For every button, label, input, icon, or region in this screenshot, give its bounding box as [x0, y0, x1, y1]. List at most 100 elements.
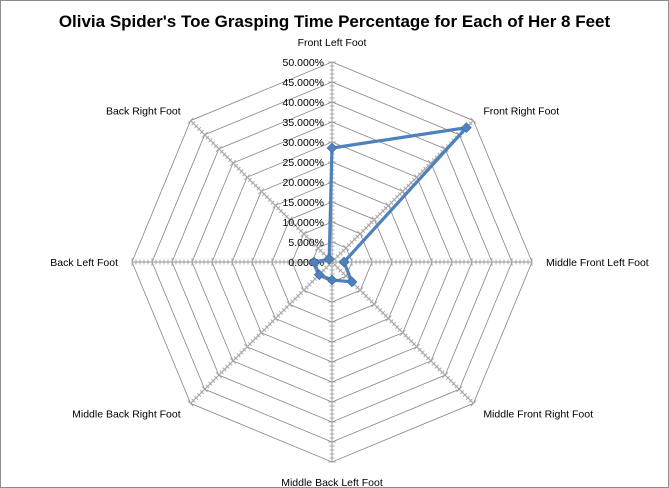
- axis-tick-mark: [222, 367, 227, 372]
- axis-tick-mark: [276, 313, 281, 318]
- axis-tick-mark: [468, 121, 473, 126]
- axis-tick-mark: [272, 315, 279, 322]
- axis-tick-mark: [247, 341, 253, 347]
- tick-label: 0.000%: [288, 257, 324, 269]
- axis-tick-mark: [205, 135, 210, 140]
- axis-tick-mark: [262, 192, 267, 197]
- axis-tick-mark: [341, 248, 346, 253]
- axis-tick-mark: [256, 186, 261, 191]
- axis-tick-mark: [371, 301, 378, 308]
- axis-tick-mark: [201, 131, 208, 138]
- axis-tick-mark: [377, 307, 383, 313]
- axis-tick-mark: [423, 353, 428, 358]
- axis-tick-mark: [290, 299, 295, 304]
- axis-tick-mark: [321, 251, 326, 256]
- category-label: Middle Front Right Foot: [483, 408, 593, 420]
- axis-tick-mark: [236, 353, 241, 358]
- axis-tick-mark: [272, 202, 279, 209]
- axis-tick-mark: [413, 343, 420, 350]
- axis-tick-mark: [262, 327, 267, 332]
- axis-tick-mark: [445, 375, 451, 381]
- axis-tick-mark: [293, 296, 298, 301]
- axis-tick-mark: [258, 329, 265, 336]
- axis-tick-mark: [295, 225, 301, 231]
- axis-tick-mark: [375, 305, 380, 310]
- axis-tick-mark: [211, 141, 216, 146]
- axis-tick-mark: [385, 315, 392, 322]
- axis-tick-mark: [228, 361, 233, 366]
- axis-tick-mark: [366, 296, 371, 301]
- axis-tick-mark: [335, 254, 340, 259]
- axis-tick-mark: [293, 223, 298, 228]
- axis-tick-mark: [392, 322, 397, 327]
- axis-tick-mark: [239, 169, 244, 174]
- axis-tick-mark: [357, 230, 364, 237]
- axis-tick-mark: [281, 307, 287, 313]
- axis-tick-mark: [321, 268, 326, 273]
- axis-tick-mark: [448, 378, 453, 383]
- axis-tick-mark: [361, 291, 366, 296]
- axis-tick-mark: [239, 350, 244, 355]
- axis-tick-mark: [264, 324, 270, 330]
- tick-label: 50.000%: [283, 57, 324, 69]
- axis-tick-mark: [187, 400, 194, 407]
- data-point: [460, 122, 472, 134]
- axis-tick-mark: [310, 279, 315, 284]
- axis-tick-mark: [460, 390, 465, 395]
- axis-tick-mark: [208, 381, 213, 386]
- category-label: Middle Back Right Foot: [72, 408, 181, 420]
- axis-tick-mark: [219, 149, 224, 154]
- axis-tick-mark: [361, 228, 366, 233]
- chart-title: Olivia Spider's Toe Grasping Time Percen…: [58, 12, 611, 31]
- axis-tick-mark: [242, 347, 247, 352]
- category-label: Back Right Foot: [106, 106, 181, 118]
- axis-tick-mark: [403, 333, 408, 338]
- axis-tick-mark: [236, 166, 241, 171]
- axis-tick-mark: [286, 216, 293, 223]
- axis-tick-mark: [465, 395, 470, 400]
- axis-tick-mark: [211, 378, 216, 383]
- axis-tick-mark: [380, 310, 385, 315]
- axis-tick-mark: [406, 336, 411, 341]
- axis-tick-mark: [279, 209, 284, 214]
- axis-tick-mark: [247, 177, 253, 183]
- axis-tick-mark: [270, 319, 275, 324]
- axis-tick-mark: [191, 398, 196, 403]
- axis-tick-mark: [279, 310, 284, 315]
- axis-tick-mark: [371, 216, 378, 223]
- axis-tick-mark: [470, 117, 477, 124]
- axis-tick-mark: [349, 240, 354, 245]
- axis-tick-mark: [397, 192, 402, 197]
- axis-tick-mark: [399, 329, 406, 336]
- data-point: [323, 253, 335, 265]
- axis-tick-mark: [363, 225, 369, 231]
- axis-tick-mark: [389, 319, 394, 324]
- category-label: Middle Front Left Foot: [546, 257, 649, 269]
- axis-tick-mark: [355, 285, 360, 290]
- axis-tick-mark: [411, 341, 417, 347]
- tick-label: 10.000%: [283, 217, 324, 229]
- axis-tick-mark: [229, 357, 237, 365]
- axis-tick-mark: [324, 254, 329, 259]
- axis-tick-mark: [335, 265, 340, 270]
- axis-tick-mark: [187, 117, 194, 124]
- axis-tick-mark: [281, 211, 287, 217]
- axis-tick-mark: [228, 158, 233, 163]
- data-point: [326, 274, 338, 286]
- axis-tick-mark: [440, 370, 445, 375]
- tick-label: 45.000%: [283, 77, 324, 89]
- axis-tick-mark: [369, 299, 374, 304]
- axis-tick-mark: [298, 291, 303, 296]
- axis-tick-mark: [392, 197, 397, 202]
- axis-tick-mark: [427, 357, 435, 365]
- axis-tick-mark: [225, 155, 230, 160]
- axis-tick-mark: [420, 350, 425, 355]
- axis-tick-mark: [434, 364, 439, 369]
- axis-tick-mark: [324, 265, 329, 270]
- tick-label: 15.000%: [283, 197, 324, 209]
- data-point: [326, 142, 338, 154]
- axis-tick-mark: [417, 347, 422, 352]
- axis-tick-mark: [208, 138, 213, 143]
- axis-tick-mark: [250, 339, 255, 344]
